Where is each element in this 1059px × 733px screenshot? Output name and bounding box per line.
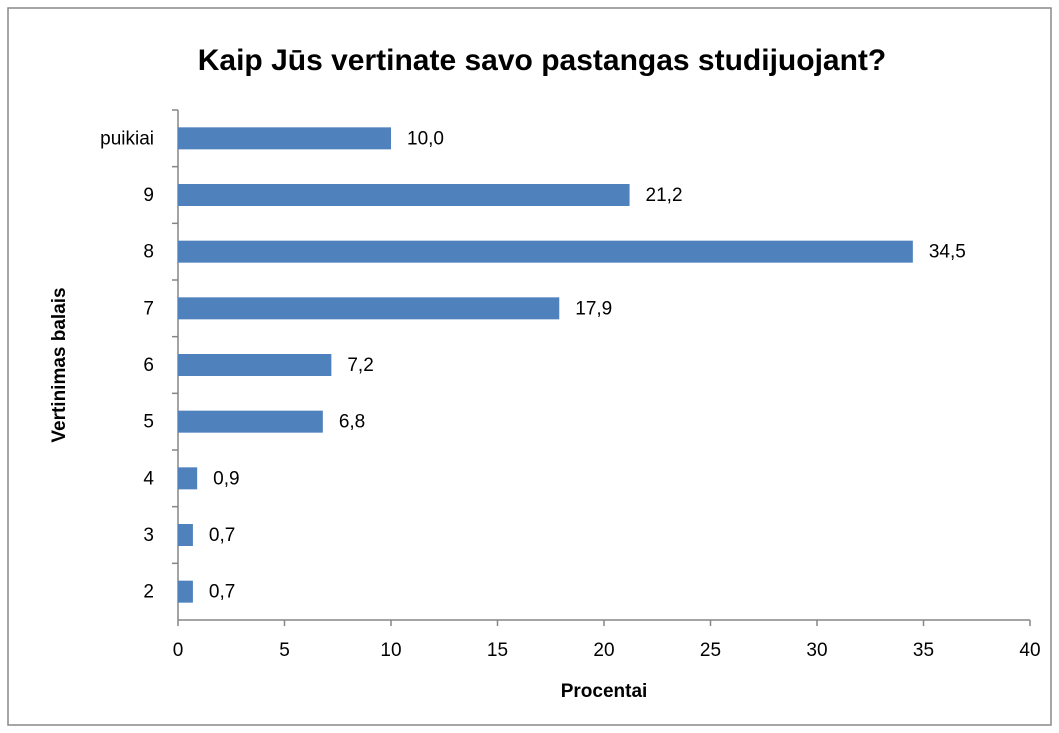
bar [178, 240, 913, 263]
x-tick-label: 40 [1019, 640, 1040, 661]
chart-title: Kaip Jūs vertinate savo pastangas studij… [198, 44, 887, 77]
data-label: 34,5 [929, 242, 966, 263]
chart-border [7, 7, 1052, 726]
data-label: 0,7 [209, 582, 235, 603]
bar [178, 354, 332, 376]
data-label: 6,8 [339, 412, 365, 433]
y-tick-label: 7 [143, 298, 154, 319]
x-tick-label: 15 [487, 640, 508, 661]
bar [178, 184, 630, 206]
x-tick-label: 0 [173, 640, 184, 661]
data-label: 0,9 [213, 468, 239, 489]
bar [178, 524, 193, 546]
bar [178, 127, 391, 150]
y-tick-label: 8 [143, 242, 154, 263]
data-label: 7,2 [347, 355, 373, 376]
bar [178, 580, 193, 603]
y-tick-label: 4 [143, 468, 154, 489]
x-tick-label: 35 [913, 640, 934, 661]
y-tick-label: 2 [143, 582, 154, 603]
x-axis-title: Procentai [561, 681, 648, 702]
y-tick-label: 6 [143, 355, 154, 376]
data-label: 17,9 [575, 298, 612, 319]
data-label: 10,0 [407, 128, 444, 149]
y-tick-label: puikiai [100, 128, 154, 149]
x-tick-label: 30 [806, 640, 827, 661]
y-tick-label: 5 [143, 412, 154, 433]
data-label: 0,7 [209, 525, 235, 546]
x-tick-label: 20 [593, 640, 614, 661]
x-tick-label: 10 [380, 640, 401, 661]
bar [178, 297, 560, 320]
x-tick-label: 5 [279, 640, 290, 661]
bar [178, 467, 198, 490]
bar [178, 410, 323, 433]
y-axis-title: Vertinimas balais [49, 287, 70, 442]
y-tick-label: 3 [143, 525, 154, 546]
y-tick-label: 9 [143, 185, 154, 206]
x-tick-label: 25 [700, 640, 721, 661]
data-label: 21,2 [646, 185, 683, 206]
